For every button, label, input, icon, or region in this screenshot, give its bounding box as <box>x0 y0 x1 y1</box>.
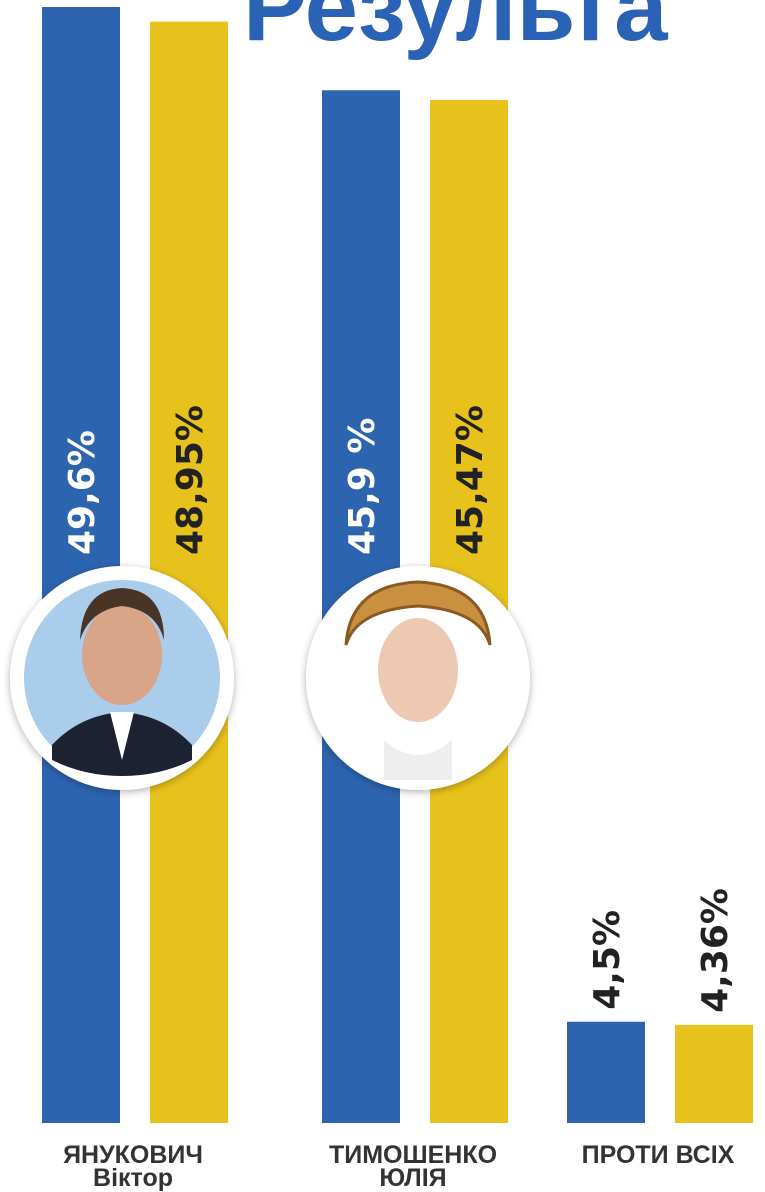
chart: Результа 49,6% 45,9 % 4,5% 48,95% 45,47% 4,36… <box>0 0 765 1192</box>
value-label: 49,6% <box>62 430 103 555</box>
value-label: 4,5% <box>587 910 628 1010</box>
page: {"chart_data": {"type": "bar", "title": … <box>0 0 765 1192</box>
chart-title: Результа <box>243 0 668 61</box>
bar <box>150 22 228 1123</box>
value-label: 45,47% <box>450 405 491 555</box>
x-tick-sublabel: ЮЛІЯ <box>379 1164 446 1192</box>
x-tick-sublabel: Віктор <box>93 1164 173 1192</box>
bar <box>675 1025 753 1123</box>
bar <box>567 1022 645 1123</box>
x-tick-label: ПРОТИ ВСІХ <box>582 1141 735 1169</box>
portrait <box>10 566 234 790</box>
bars <box>42 7 753 1123</box>
value-label: 48,95% <box>170 405 211 555</box>
value-label: 45,9 % <box>342 418 383 555</box>
bar <box>42 7 120 1123</box>
portrait <box>306 566 530 790</box>
value-label: 4,36% <box>695 888 736 1013</box>
